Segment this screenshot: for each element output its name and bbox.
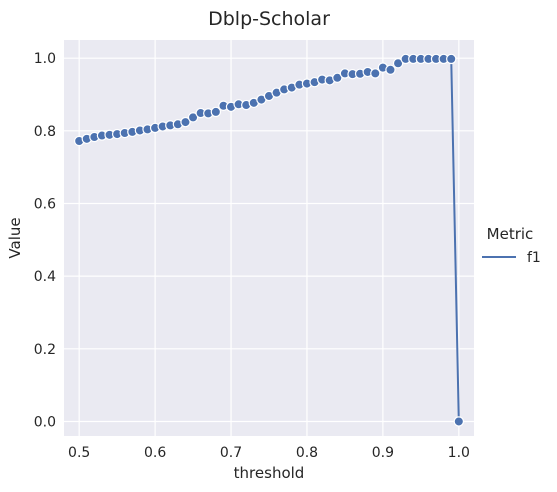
- data-point: [453, 416, 465, 427]
- y-axis-ticks: 0.0 0.2 0.4 0.6 0.8 1.0: [34, 51, 56, 430]
- y-tick-label: 0.6: [34, 196, 56, 212]
- x-tick-label: 1.0: [448, 445, 470, 461]
- y-axis-label: Value: [6, 217, 24, 258]
- data-point: [392, 58, 404, 69]
- data-point: [446, 53, 457, 65]
- x-tick-label: 0.8: [296, 445, 318, 461]
- y-tick-label: 0.8: [34, 124, 56, 140]
- x-axis-ticks: 0.5 0.6 0.7 0.8 0.9 1.0: [68, 445, 470, 461]
- y-tick-label: 1.0: [34, 51, 56, 67]
- x-tick-label: 0.9: [372, 445, 394, 461]
- x-axis-label: threshold: [234, 464, 305, 482]
- x-tick-label: 0.6: [144, 445, 166, 461]
- data-point: [210, 106, 222, 118]
- x-tick-label: 0.7: [220, 445, 242, 461]
- plot-area: [64, 40, 474, 436]
- x-tick-label: 0.5: [68, 445, 90, 461]
- data-point: [332, 72, 343, 83]
- y-tick-label: 0.4: [34, 269, 56, 285]
- data-point: [180, 116, 191, 128]
- y-tick-label: 0.2: [34, 342, 56, 358]
- legend: Metric f1: [482, 225, 541, 266]
- series-layer: [73, 53, 465, 427]
- data-point: [385, 64, 396, 75]
- data-point: [187, 112, 199, 123]
- y-tick-label: 0.0: [34, 414, 56, 430]
- legend-label-f1: f1: [527, 250, 541, 266]
- legend-title: Metric: [487, 225, 534, 243]
- data-point: [370, 68, 381, 79]
- chart-title: Dblp-Scholar: [208, 8, 330, 30]
